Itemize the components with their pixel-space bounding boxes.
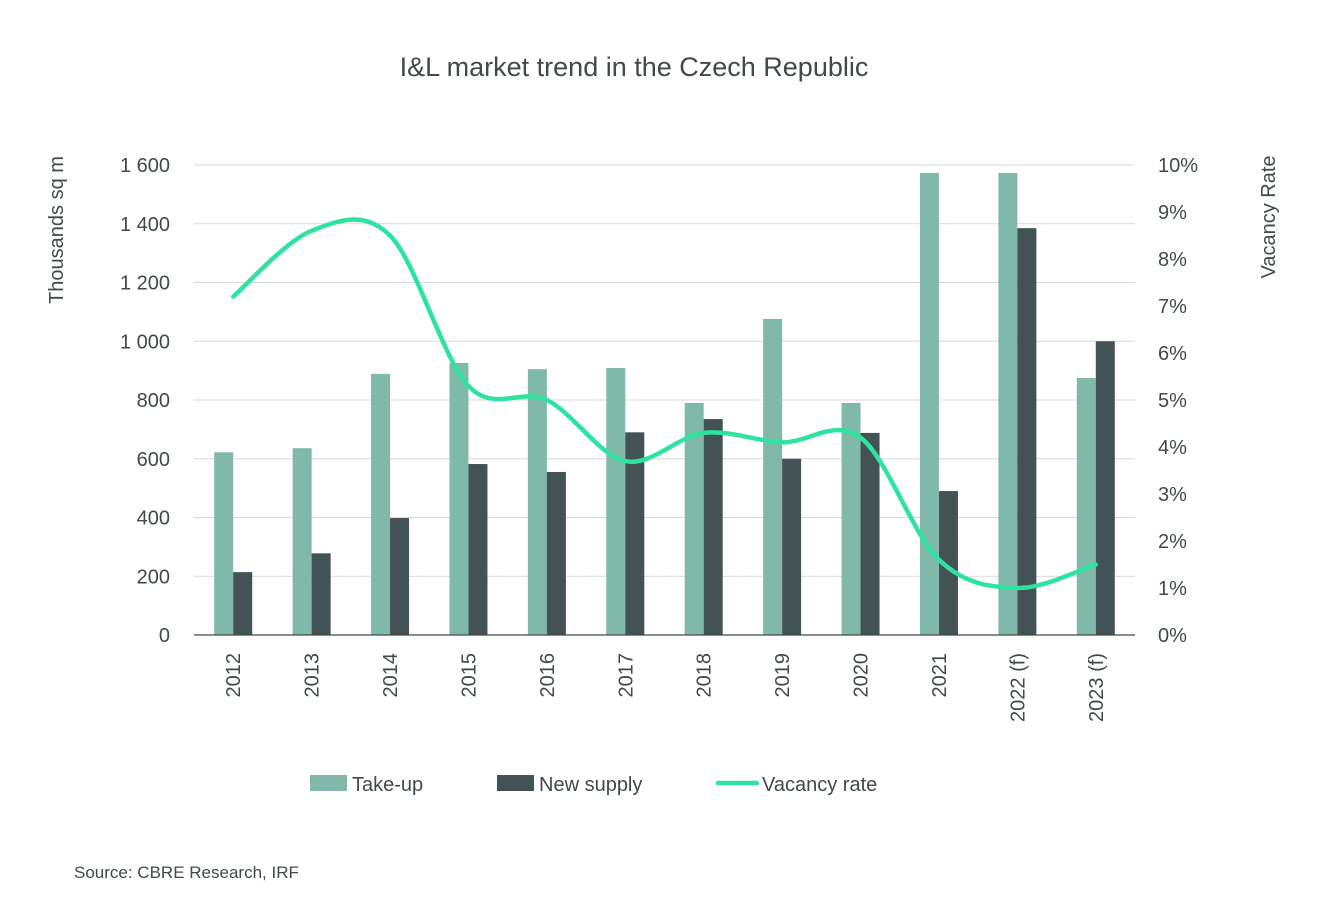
new-supply-bar [1017, 228, 1037, 635]
take-up-bar [292, 448, 312, 635]
x-tick-label: 2016 [537, 653, 559, 698]
y2-tick-label: 6% [1158, 343, 1187, 365]
y-axis-label: Thousands sq m [46, 156, 68, 304]
new-supply-bar [311, 553, 331, 635]
y2-tick-label: 7% [1158, 296, 1187, 318]
new-supply-bar [390, 518, 410, 635]
take-up-bar [919, 172, 939, 635]
x-tick-label: 2022 (f) [1007, 653, 1029, 722]
x-tick-label: 2020 [851, 653, 873, 698]
bars [214, 172, 1115, 635]
y2-tick-label: 0% [1158, 625, 1187, 647]
x-tick-label: 2021 [929, 653, 951, 698]
y2-tick-label: 10% [1158, 155, 1198, 177]
legend-vacancy-label: Vacancy rate [762, 774, 877, 796]
y2-tick-label: 8% [1158, 249, 1187, 271]
new-supply-bar [468, 464, 488, 635]
gridlines [194, 164, 1135, 577]
new-supply-bar [703, 419, 723, 635]
y-tick-label: 1 400 [120, 214, 170, 236]
take-up-bar [684, 402, 704, 635]
x-tick-label: 2019 [772, 653, 794, 698]
new-supply-bar [233, 572, 253, 635]
y2-tick-label: 1% [1158, 578, 1187, 600]
new-supply-bar [860, 432, 880, 635]
take-up-bar [841, 402, 861, 635]
y-tick-label: 1 000 [120, 331, 170, 353]
take-up-bar [527, 369, 547, 635]
take-up-bar [449, 362, 469, 635]
new-supply-bar [782, 458, 802, 635]
x-tick-label: 2018 [694, 653, 716, 698]
take-up-bar [606, 367, 626, 635]
vacancy-line [230, 217, 1099, 591]
legend-new-supply-label: New supply [539, 774, 642, 796]
y2-tick-label: 2% [1158, 531, 1187, 553]
new-supply-bar [1095, 341, 1115, 635]
legend-take-up-label: Take-up [352, 774, 423, 796]
source-note: Source: CBRE Research, IRF [74, 863, 299, 882]
axes: 0 200 400 600 800 1 000 1 200 1 400 1 600 0% 1% 2% 3… [120, 155, 1198, 722]
new-supply-bar [546, 471, 566, 635]
y2-tick-label: 3% [1158, 484, 1187, 506]
y2-axis-label: Vacancy Rate [1258, 155, 1280, 278]
y-tick-label: 200 [137, 566, 170, 588]
legend-take-up-swatch [310, 775, 347, 791]
x-tick-label: 2017 [615, 653, 637, 698]
y-tick-label: 800 [137, 390, 170, 412]
y-tick-label: 0 [159, 625, 170, 647]
chart-title: I&L market trend in the Czech Republic [400, 52, 869, 82]
x-tick-label: 2015 [458, 653, 480, 698]
x-tick-label: 2014 [380, 653, 402, 698]
y2-tick-label: 9% [1158, 202, 1187, 224]
vacancy-rate-line [230, 217, 1099, 591]
x-tick-label: 2023 (f) [1086, 653, 1108, 722]
take-up-bar [214, 452, 234, 635]
y-tick-label: 1 200 [120, 273, 170, 295]
y2-tick-label: 4% [1158, 437, 1187, 459]
y2-tick-label: 5% [1158, 390, 1187, 412]
legend-new-supply-swatch [497, 775, 534, 791]
take-up-bar [1076, 377, 1096, 635]
take-up-bar [763, 318, 783, 635]
y-tick-label: 600 [137, 449, 170, 471]
legend: Take-up New supply Vacancy rate [310, 774, 877, 796]
take-up-bar [998, 172, 1018, 635]
y-tick-label: 1 600 [120, 155, 170, 177]
x-tick-label: 2012 [223, 653, 245, 698]
y-tick-label: 400 [137, 508, 170, 530]
new-supply-bar [938, 491, 958, 635]
new-supply-bar [625, 432, 645, 635]
x-tick-label: 2013 [302, 653, 324, 698]
take-up-bar [371, 373, 391, 635]
